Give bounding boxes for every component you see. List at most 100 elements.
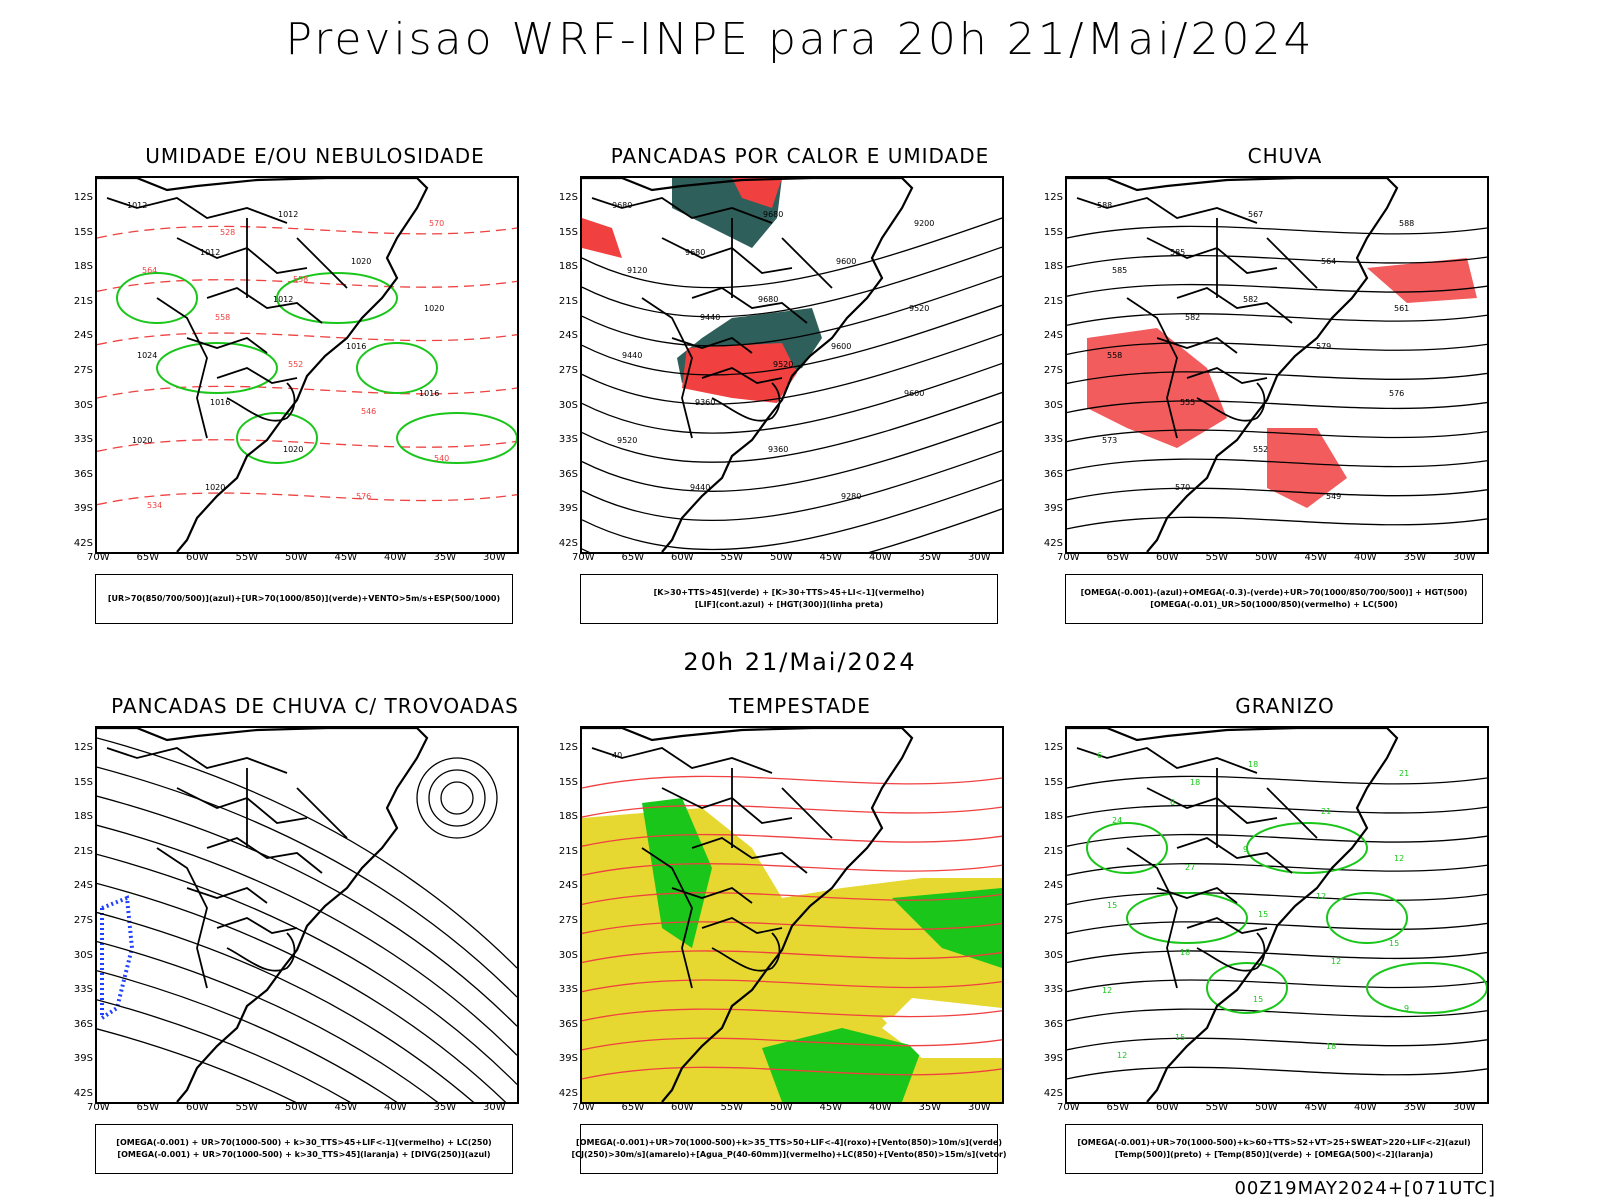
- map-frame: 588 585 582 579 576 573 570 567 564 561 558 555 552 5…: [1065, 176, 1489, 554]
- legend-line-1: [OMEGA(-0.001)-(azul)+OMEGA(-0.3)-(verde…: [1080, 588, 1468, 597]
- green-contour: [276, 272, 398, 324]
- lon-tick-label: 65W: [136, 1102, 160, 1113]
- map-svg: [97, 728, 517, 1102]
- lat-tick-label: 18S: [73, 811, 93, 823]
- lat-tick-label: 21S: [73, 295, 93, 307]
- coastline: [97, 728, 429, 1102]
- panel-chuva: CHUVA 588 585 582 579 576 573 570 567 564 561 558 5…: [1035, 144, 1535, 624]
- lat-tick-label: 24S: [558, 330, 578, 342]
- cyclone-contour: [440, 781, 474, 815]
- country-border: [1266, 237, 1318, 289]
- contour-label: 12: [1394, 854, 1404, 863]
- contour-label: 6: [1097, 751, 1102, 760]
- lat-tick-label: 21S: [1043, 295, 1063, 307]
- country-border: [296, 237, 348, 289]
- legend-line-1: [UR>70(850/700/500)](azul)+[UR>70(1000/8…: [107, 594, 501, 603]
- country-border: [1156, 886, 1238, 904]
- contour-line: [1067, 225, 1487, 239]
- lat-tick-label: 18S: [558, 261, 578, 273]
- country-border: [711, 382, 781, 422]
- contour-label: 552: [1253, 445, 1268, 454]
- page-title: Previsao WRF-INPE para 20h 21/Mai/2024: [285, 14, 1315, 65]
- lat-tick-label: 39S: [558, 1053, 578, 1065]
- lon-tick-label: 30W: [968, 552, 991, 563]
- lon-tick-label: 70W: [87, 1102, 110, 1113]
- country-border: [156, 847, 208, 989]
- contour-label: 567: [1248, 210, 1263, 219]
- contour-label: 9360: [768, 445, 788, 454]
- contour-label: 9680: [758, 295, 778, 304]
- lon-tick-label: 65W: [1106, 552, 1130, 563]
- lon-tick-label: 40W: [1354, 1102, 1377, 1113]
- contour-line: [97, 439, 517, 452]
- lon-tick-label: 65W: [1106, 1102, 1130, 1113]
- contour-label: 21: [1399, 769, 1409, 778]
- lat-tick-label: 15S: [1043, 226, 1063, 238]
- lat-tick-label: 42S: [558, 1088, 578, 1099]
- lon-tick-label: 50W: [1255, 552, 1278, 563]
- lat-tick-label: 27S: [73, 915, 93, 926]
- contour-label: 12: [1102, 986, 1112, 995]
- country-border: [701, 917, 783, 934]
- contour-line: [1067, 833, 1487, 847]
- lat-tick-label: 27S: [1043, 915, 1063, 926]
- contour-label: 1020: [283, 445, 303, 454]
- legend-box: [OMEGA(-0.001)-(azul)+OMEGA(-0.3)-(verde…: [1065, 574, 1483, 624]
- lat-tick-label: 36S: [1043, 1018, 1063, 1030]
- contour-label: 9280: [841, 492, 861, 501]
- lat-tick-label: 15S: [558, 776, 578, 788]
- contour-line: [1067, 863, 1487, 876]
- panel-title: PANCADAS DE CHUVA C/ TROVOADAS: [111, 694, 519, 718]
- contour-label: 1020: [205, 483, 225, 492]
- contour-label: 12: [1331, 957, 1341, 966]
- contour-label: 9600: [836, 257, 856, 266]
- lat-tick-label: 36S: [558, 1018, 578, 1030]
- lon-tick-label: 55W: [1205, 1102, 1229, 1113]
- lat-tick-label: 36S: [73, 468, 93, 480]
- contour-label: 576: [356, 492, 371, 501]
- contour-label: 9: [1243, 845, 1248, 854]
- contour-line: [582, 804, 1002, 818]
- lon-tick-label: 30W: [483, 1102, 506, 1113]
- contour-line: [582, 1037, 1002, 1051]
- green-contour: [396, 412, 517, 464]
- contour-line: [582, 833, 1002, 847]
- forecast-time-label: 20h 21/Mai/2024: [683, 648, 917, 676]
- panel-umidade: UMIDADE E/OU NEBULOSIDADE 1012 1012 1012 10…: [65, 144, 565, 624]
- contour-label: 1016: [346, 342, 366, 351]
- lon-tick-label: 70W: [572, 552, 595, 563]
- contour-label: 9680: [685, 248, 705, 257]
- lon-tick-label: 70W: [1057, 552, 1080, 563]
- run-timestamp: 00Z19MAY2024+[071UTC]: [1234, 1178, 1496, 1199]
- country-border: [1126, 847, 1178, 989]
- contour-line: [582, 275, 1002, 347]
- legend-line-2: [LIF](cont.azul) + [HGT(300)](linha pret…: [694, 600, 884, 609]
- contour-line: [97, 737, 517, 969]
- lat-tick-label: 12S: [73, 192, 93, 203]
- contour-line: [582, 421, 1002, 492]
- lon-tick-label: 40W: [869, 1102, 892, 1113]
- lat-tick-label: 39S: [73, 1053, 93, 1065]
- map-svg: 9680 9680 9680 9600 9600 9520 9440 9680 9600 9520…: [582, 178, 1002, 552]
- lat-tick-label: 33S: [73, 434, 93, 446]
- country-border: [176, 787, 308, 824]
- lon-tick-label: 35W: [1403, 552, 1427, 563]
- country-border: [701, 367, 783, 384]
- lat-tick-label: 15S: [1043, 776, 1063, 788]
- map-svg: 6 6 9 12 15 12 15 18 21 12 15 18 15 18 21 24 27 15 12 9 12 18: [1067, 728, 1487, 1102]
- lon-tick-label: 50W: [285, 552, 308, 563]
- lat-tick-label: 12S: [1043, 742, 1063, 753]
- contour-label: 528: [220, 228, 235, 237]
- lon-tick-label: 45W: [1304, 552, 1328, 563]
- panel-title: GRANIZO: [1235, 694, 1335, 718]
- contour-label: 12: [1316, 892, 1326, 901]
- lat-tick-label: 33S: [1043, 434, 1063, 446]
- lon-tick-label: 30W: [1453, 552, 1476, 563]
- contour-label: 1020: [351, 257, 371, 266]
- country-border: [1196, 382, 1266, 422]
- lon-tick-label: 70W: [572, 1102, 595, 1113]
- lat-tick-label: 12S: [1043, 192, 1063, 203]
- contour-label: 9440: [690, 483, 710, 492]
- contour-label: 540: [434, 454, 449, 463]
- panel-granizo: GRANIZO 6 6 9 12 15 12 15 18 21 12 15 18 15 18 21 24 27 1…: [1035, 694, 1535, 1174]
